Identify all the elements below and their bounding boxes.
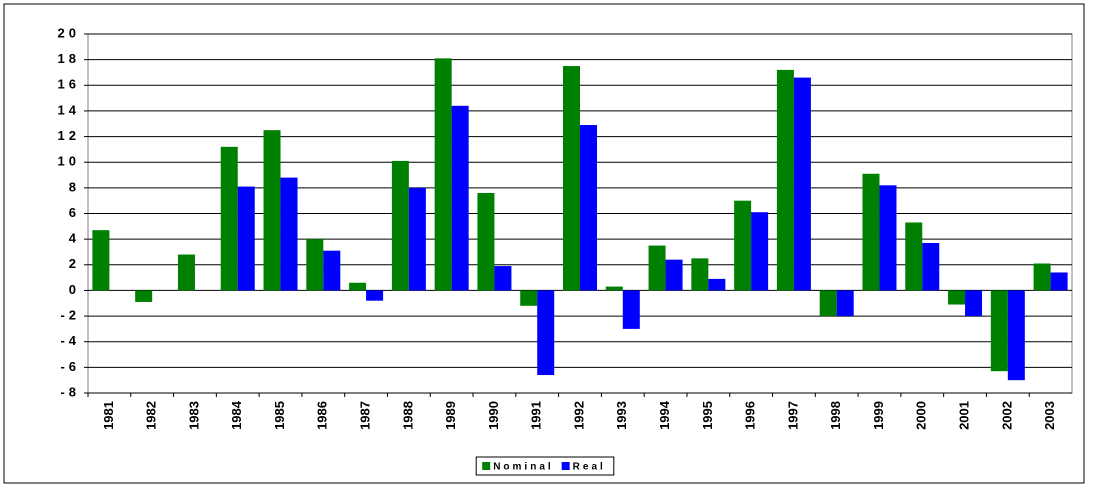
bar <box>494 266 512 291</box>
bar <box>520 290 538 306</box>
bar <box>665 259 683 291</box>
bar <box>965 290 983 317</box>
bar <box>1007 290 1025 381</box>
legend-label: Nominal <box>493 462 553 473</box>
legend-label: Real <box>573 462 606 473</box>
x-tick-label: 1996 <box>743 401 758 430</box>
y-tick-label: 10 <box>58 154 80 169</box>
bar <box>751 212 769 291</box>
bar <box>1033 263 1051 291</box>
y-tick-label: 20 <box>58 25 80 40</box>
bar <box>306 239 324 291</box>
bar <box>819 290 837 317</box>
y-tick-label: 18 <box>58 51 80 66</box>
y-tick-label: -4 <box>60 333 80 348</box>
x-tick-label: 1992 <box>571 401 586 430</box>
y-tick-label: 8 <box>69 179 80 194</box>
x-tick-label: 1982 <box>144 401 159 430</box>
bar <box>135 290 153 302</box>
bar <box>793 77 811 291</box>
bar <box>922 242 940 291</box>
y-tick-label: 12 <box>58 128 80 143</box>
x-tick-label: 1988 <box>400 401 415 430</box>
y-tick-label: -8 <box>60 384 80 399</box>
bar <box>990 290 1008 372</box>
x-tick-label: 1997 <box>785 401 800 430</box>
bar <box>836 290 854 317</box>
legend-swatch <box>482 462 491 470</box>
x-tick-label: 1990 <box>486 401 501 430</box>
bar <box>691 258 709 291</box>
y-tick-label: -2 <box>60 308 80 323</box>
y-tick-label: -6 <box>60 359 80 374</box>
y-tick-label: 14 <box>58 102 80 117</box>
bar <box>92 230 110 291</box>
bar <box>237 186 255 291</box>
y-tick-label: 2 <box>69 256 80 271</box>
bar <box>349 282 367 291</box>
y-tick-label: 4 <box>69 231 80 246</box>
legend: Nominal Real <box>475 456 615 476</box>
bar <box>734 200 752 291</box>
bar <box>776 69 794 291</box>
bar <box>563 66 580 291</box>
bar <box>434 58 452 291</box>
x-tick-label: 2000 <box>914 401 929 430</box>
y-tick-label: 0 <box>69 282 80 297</box>
x-tick-label: 2002 <box>999 401 1014 430</box>
x-tick-label: 1994 <box>657 400 672 430</box>
bar <box>366 290 384 301</box>
x-tick-label: 1999 <box>871 401 886 430</box>
bar <box>905 222 923 291</box>
bar <box>648 245 666 291</box>
bar <box>879 185 897 291</box>
x-tick-label: 1991 <box>529 401 544 430</box>
x-tick-label: 1995 <box>700 401 715 430</box>
x-tick-label: 2003 <box>1042 401 1057 430</box>
bar <box>177 254 195 291</box>
x-tick-label: 2001 <box>956 401 971 430</box>
bar <box>708 278 726 291</box>
x-tick-label: 1984 <box>229 400 244 430</box>
chart-frame <box>3 3 1085 484</box>
x-tick-label: 1987 <box>358 401 373 430</box>
legend-box <box>475 456 615 476</box>
bar <box>220 146 238 291</box>
x-tick-label: 1985 <box>272 401 287 430</box>
bar <box>280 177 298 291</box>
bar <box>580 125 597 291</box>
bar <box>537 290 555 376</box>
bar <box>451 105 469 291</box>
x-tick-label: 1983 <box>186 401 201 430</box>
bar <box>862 173 880 291</box>
bar <box>323 250 341 291</box>
y-tick-label: 6 <box>69 205 80 220</box>
bar <box>622 290 640 329</box>
bar <box>391 160 409 291</box>
legend-swatch <box>561 462 570 470</box>
x-tick-label: 1989 <box>443 401 458 430</box>
x-tick-label: 1981 <box>101 401 116 430</box>
bar <box>477 192 495 291</box>
y-tick-label: 16 <box>58 77 80 92</box>
x-tick-label: 1993 <box>614 401 629 430</box>
bar <box>263 130 281 291</box>
x-tick-label: 1998 <box>828 401 843 430</box>
bar <box>408 187 426 291</box>
bar <box>605 286 623 291</box>
x-tick-label: 1986 <box>315 401 330 430</box>
bar <box>948 290 966 305</box>
bar <box>1050 272 1068 291</box>
